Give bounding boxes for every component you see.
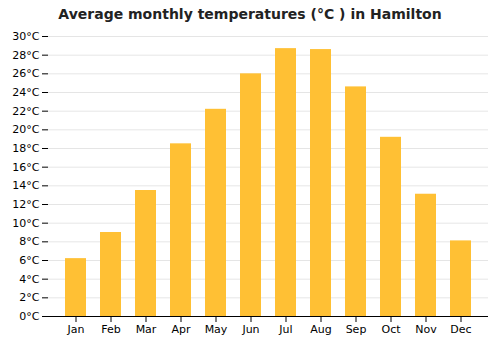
- svg-text:Apr: Apr: [171, 323, 191, 336]
- svg-text:28°C: 28°C: [12, 49, 39, 62]
- html-text:Average monthly temperatures (: Average monthly temperatures (°C ) in Ha…: [58, 6, 442, 22]
- svg-text:14°C: 14°C: [12, 179, 39, 192]
- svg-text:Sep: Sep: [346, 323, 367, 336]
- svg-text:Dec: Dec: [450, 323, 471, 336]
- svg-text:0°C: 0°C: [19, 310, 39, 323]
- svg-text:Feb: Feb: [101, 323, 120, 336]
- svg-text:Jun: Jun: [241, 323, 259, 336]
- svg-text:20°C: 20°C: [12, 123, 39, 136]
- svg-text:Mar: Mar: [136, 323, 157, 336]
- svg-text:26°C: 26°C: [12, 67, 39, 80]
- svg-text:Jul: Jul: [278, 323, 292, 336]
- svg-text:30°C: 30°C: [12, 30, 39, 43]
- svg-text:22°C: 22°C: [12, 105, 39, 118]
- svg-text:10°C: 10°C: [12, 217, 39, 230]
- svg-text:12°C: 12°C: [12, 198, 39, 211]
- svg-text:24°C: 24°C: [12, 86, 39, 99]
- svg-text:8°C: 8°C: [19, 235, 39, 248]
- svg-text:May: May: [205, 323, 228, 336]
- svg-text:Jan: Jan: [67, 323, 85, 336]
- svg-text:Oct: Oct: [381, 323, 401, 336]
- svg-text:2°C: 2°C: [19, 291, 39, 304]
- svg-text:18°C: 18°C: [12, 142, 39, 155]
- svg-text:16°C: 16°C: [12, 161, 39, 174]
- svg-text:Nov: Nov: [415, 323, 437, 336]
- svg-text:Aug: Aug: [310, 323, 331, 336]
- svg-text:4°C: 4°C: [19, 273, 39, 286]
- svg-text:6°C: 6°C: [19, 254, 39, 267]
